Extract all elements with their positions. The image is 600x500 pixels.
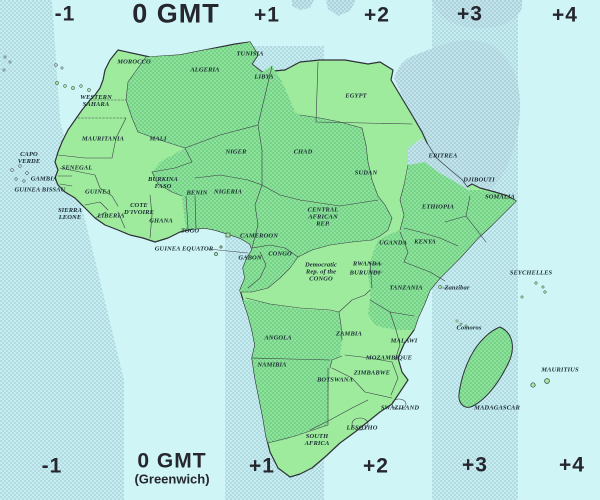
azores-madeira-islands — [2, 55, 64, 72]
arabia-redsea-blob — [394, 40, 521, 195]
block-central — [126, 42, 392, 292]
iberia-blob — [292, 0, 314, 10]
country-borders — [57, 54, 487, 444]
turkey-greece-blob — [432, 0, 523, 28]
comoros-islands — [455, 319, 468, 328]
canary-islands — [55, 81, 91, 92]
madagascar-island — [458, 326, 513, 408]
block-east — [368, 162, 516, 330]
zanzibar-island — [438, 285, 442, 289]
stripe-minus1 — [0, 0, 124, 500]
foreign-landmasses — [292, 0, 523, 195]
dotted-country-blocks — [126, 42, 516, 443]
pointer-lines — [207, 248, 449, 289]
islands — [2, 55, 550, 388]
seychelles-islands — [520, 281, 547, 299]
mauritius-reunion-islands — [530, 378, 550, 388]
cape-verde-islands — [10, 164, 29, 183]
eritrea-djibouti-patch — [408, 138, 470, 191]
block-southwest — [243, 300, 342, 443]
gulf-of-guinea-islands — [214, 232, 231, 256]
italy-sicily-blob — [326, 0, 356, 16]
